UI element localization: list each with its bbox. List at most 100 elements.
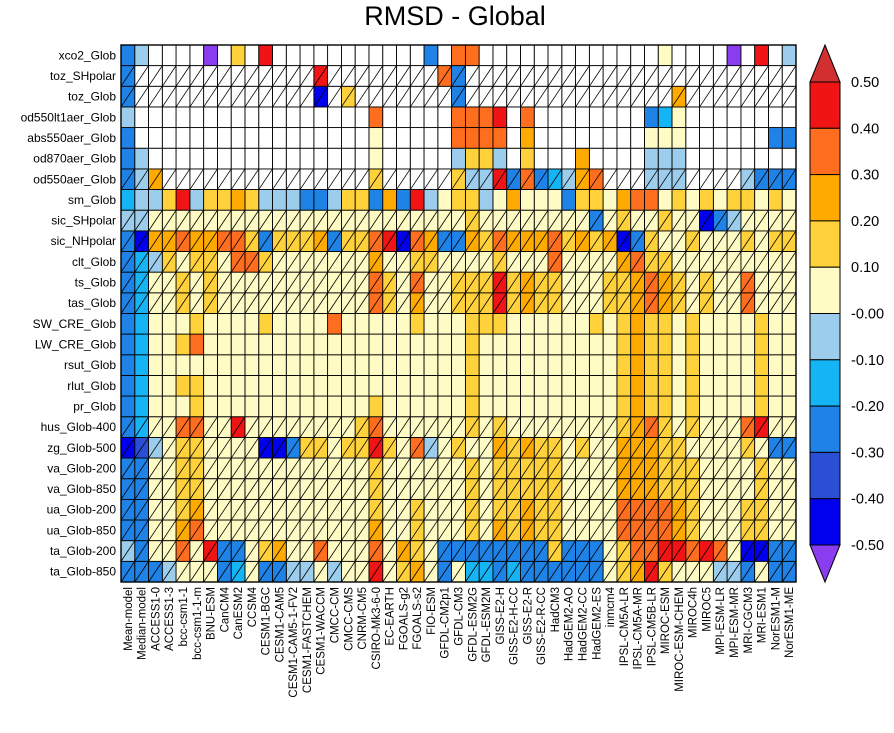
cell-diagonal: [368, 540, 384, 562]
cell-diagonal: [506, 499, 521, 521]
cell-diagonal: [396, 65, 411, 87]
heatmap-cell: [396, 334, 411, 355]
cell-diagonal: [561, 561, 576, 583]
heatmap-cell: [534, 334, 549, 355]
heatmap-cell: [575, 127, 590, 149]
cell-diagonal: [189, 478, 204, 500]
cell-diagonal: [671, 457, 687, 479]
cell-diagonal: [713, 210, 728, 232]
cell-diagonal: [506, 251, 521, 273]
cell-diagonal: [616, 478, 632, 500]
heatmap-cell: [272, 106, 287, 128]
heatmap-cell: [658, 127, 673, 149]
heatmap-cell: [644, 375, 659, 397]
cell-diagonal: [699, 210, 714, 232]
heatmap-cell: [451, 334, 466, 355]
cell-diagonal: [533, 292, 549, 314]
cell-diagonal: [354, 65, 370, 87]
cell-diagonal: [726, 416, 742, 438]
cell-diagonal: [437, 478, 452, 500]
cell-diagonal: [368, 230, 384, 252]
cell-diagonal: [781, 478, 797, 500]
cell-diagonal: [230, 65, 246, 87]
heatmap-cell: [217, 375, 232, 397]
heatmap-cell: [231, 106, 245, 128]
cell-diagonal: [409, 210, 425, 232]
heatmap-cell: [534, 354, 549, 376]
cell-diagonal: [768, 230, 783, 252]
cell-diagonal: [533, 271, 549, 294]
heatmap-cell: [231, 45, 245, 66]
cell-diagonal: [547, 230, 563, 252]
cell-diagonal: [506, 561, 521, 583]
cell-diagonal: [533, 478, 549, 500]
cell-diagonal: [547, 271, 563, 294]
heatmap-cell: [699, 354, 714, 376]
row-label: clt_Glob: [72, 255, 116, 269]
cell-diagonal: [368, 168, 384, 190]
heatmap-cell: [272, 189, 287, 211]
heatmap-cell: [203, 334, 218, 355]
cell-diagonal: [244, 540, 260, 562]
cell-diagonal: [396, 251, 411, 273]
cell-diagonal: [313, 271, 328, 294]
heatmap-cell: [300, 396, 314, 417]
cell-diagonal: [644, 499, 659, 521]
heatmap-cell: [396, 148, 411, 169]
cell-diagonal: [299, 86, 315, 108]
heatmap-cell: [396, 354, 411, 376]
heatmap-cell: [258, 334, 273, 355]
cell-diagonal: [699, 478, 714, 500]
heatmap-cell: [754, 127, 769, 149]
cell-diagonal: [768, 251, 783, 273]
cell-diagonal: [575, 86, 590, 108]
cell-diagonal: [341, 499, 356, 521]
cell-diagonal: [368, 65, 384, 87]
cell-diagonal: [217, 540, 232, 562]
heatmap-cell: [368, 334, 383, 355]
cell-diagonal: [272, 499, 287, 521]
cell-diagonal: [244, 478, 260, 500]
column-label: MIROC5: [701, 587, 713, 632]
cell-diagonal: [713, 65, 728, 87]
cell-diagonal: [589, 457, 604, 479]
heatmap-cell: [134, 375, 149, 397]
cell-diagonal: [409, 499, 425, 521]
heatmap-cell: [479, 375, 493, 397]
cell-diagonal: [699, 437, 714, 459]
cell-diagonal: [575, 230, 590, 252]
cell-diagonal: [768, 416, 783, 438]
heatmap-cell: [396, 127, 411, 149]
heatmap-cell: [410, 313, 425, 335]
cell-diagonal: [602, 416, 618, 438]
cell-diagonal: [740, 210, 756, 232]
cell-diagonal: [699, 292, 714, 314]
heatmap-cell: [189, 45, 204, 66]
heatmap-cell: [286, 313, 301, 335]
cell-diagonal: [644, 271, 659, 294]
cell-diagonal: [203, 230, 218, 252]
heatmap-cell: [630, 375, 645, 397]
cell-diagonal: [382, 499, 397, 521]
heatmap-cell: [727, 375, 741, 397]
cell-diagonal: [768, 499, 783, 521]
heatmap-cell: [630, 396, 645, 417]
heatmap-cell: [630, 313, 645, 335]
heatmap-cell: [162, 313, 177, 335]
cell-diagonal: [382, 168, 397, 190]
cell-diagonal: [602, 230, 618, 252]
cell-diagonal: [120, 168, 136, 190]
cell-diagonal: [726, 540, 742, 562]
heatmap-cell: [534, 313, 549, 335]
heatmap-cell: [616, 148, 631, 169]
cell-diagonal: [685, 540, 700, 562]
column-label: MIROC-ESM-CHEM: [674, 587, 686, 692]
cell-diagonal: [161, 230, 177, 252]
heatmap-cell: [162, 45, 177, 66]
heatmap-cell: [451, 354, 466, 376]
cell-diagonal: [299, 478, 315, 500]
cell-diagonal: [230, 168, 246, 190]
heatmap-cell: [313, 45, 328, 66]
cell-diagonal: [754, 271, 769, 294]
